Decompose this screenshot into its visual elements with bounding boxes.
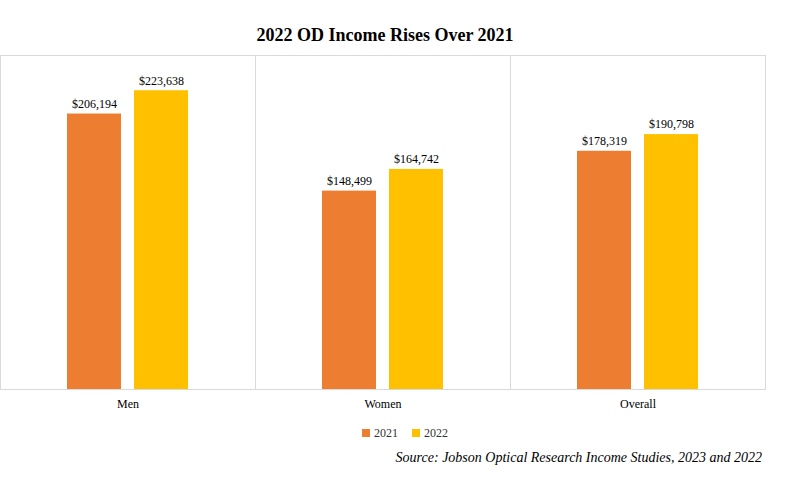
svg-text:Overall: Overall xyxy=(620,397,657,411)
svg-text:$178,319: $178,319 xyxy=(582,134,627,148)
svg-text:$190,798: $190,798 xyxy=(649,117,694,131)
svg-text:$164,742: $164,742 xyxy=(394,152,439,166)
html-text:Source: Jobson Optical Researc: Source: Jobson Optical Research Income S… xyxy=(395,450,762,465)
html-text:2022: 2022 xyxy=(424,425,448,440)
svg-text:$223,638: $223,638 xyxy=(139,74,184,88)
svg-text:$148,499: $148,499 xyxy=(327,174,372,188)
svg-text:$206,194: $206,194 xyxy=(72,97,117,111)
svg-text:Men: Men xyxy=(117,397,139,411)
html-text:2021: 2021 xyxy=(374,425,398,440)
html-text:2022 OD Income Rises Over 2021: 2022 OD Income Rises Over 2021 xyxy=(256,25,514,45)
svg-text:Women: Women xyxy=(364,397,401,411)
